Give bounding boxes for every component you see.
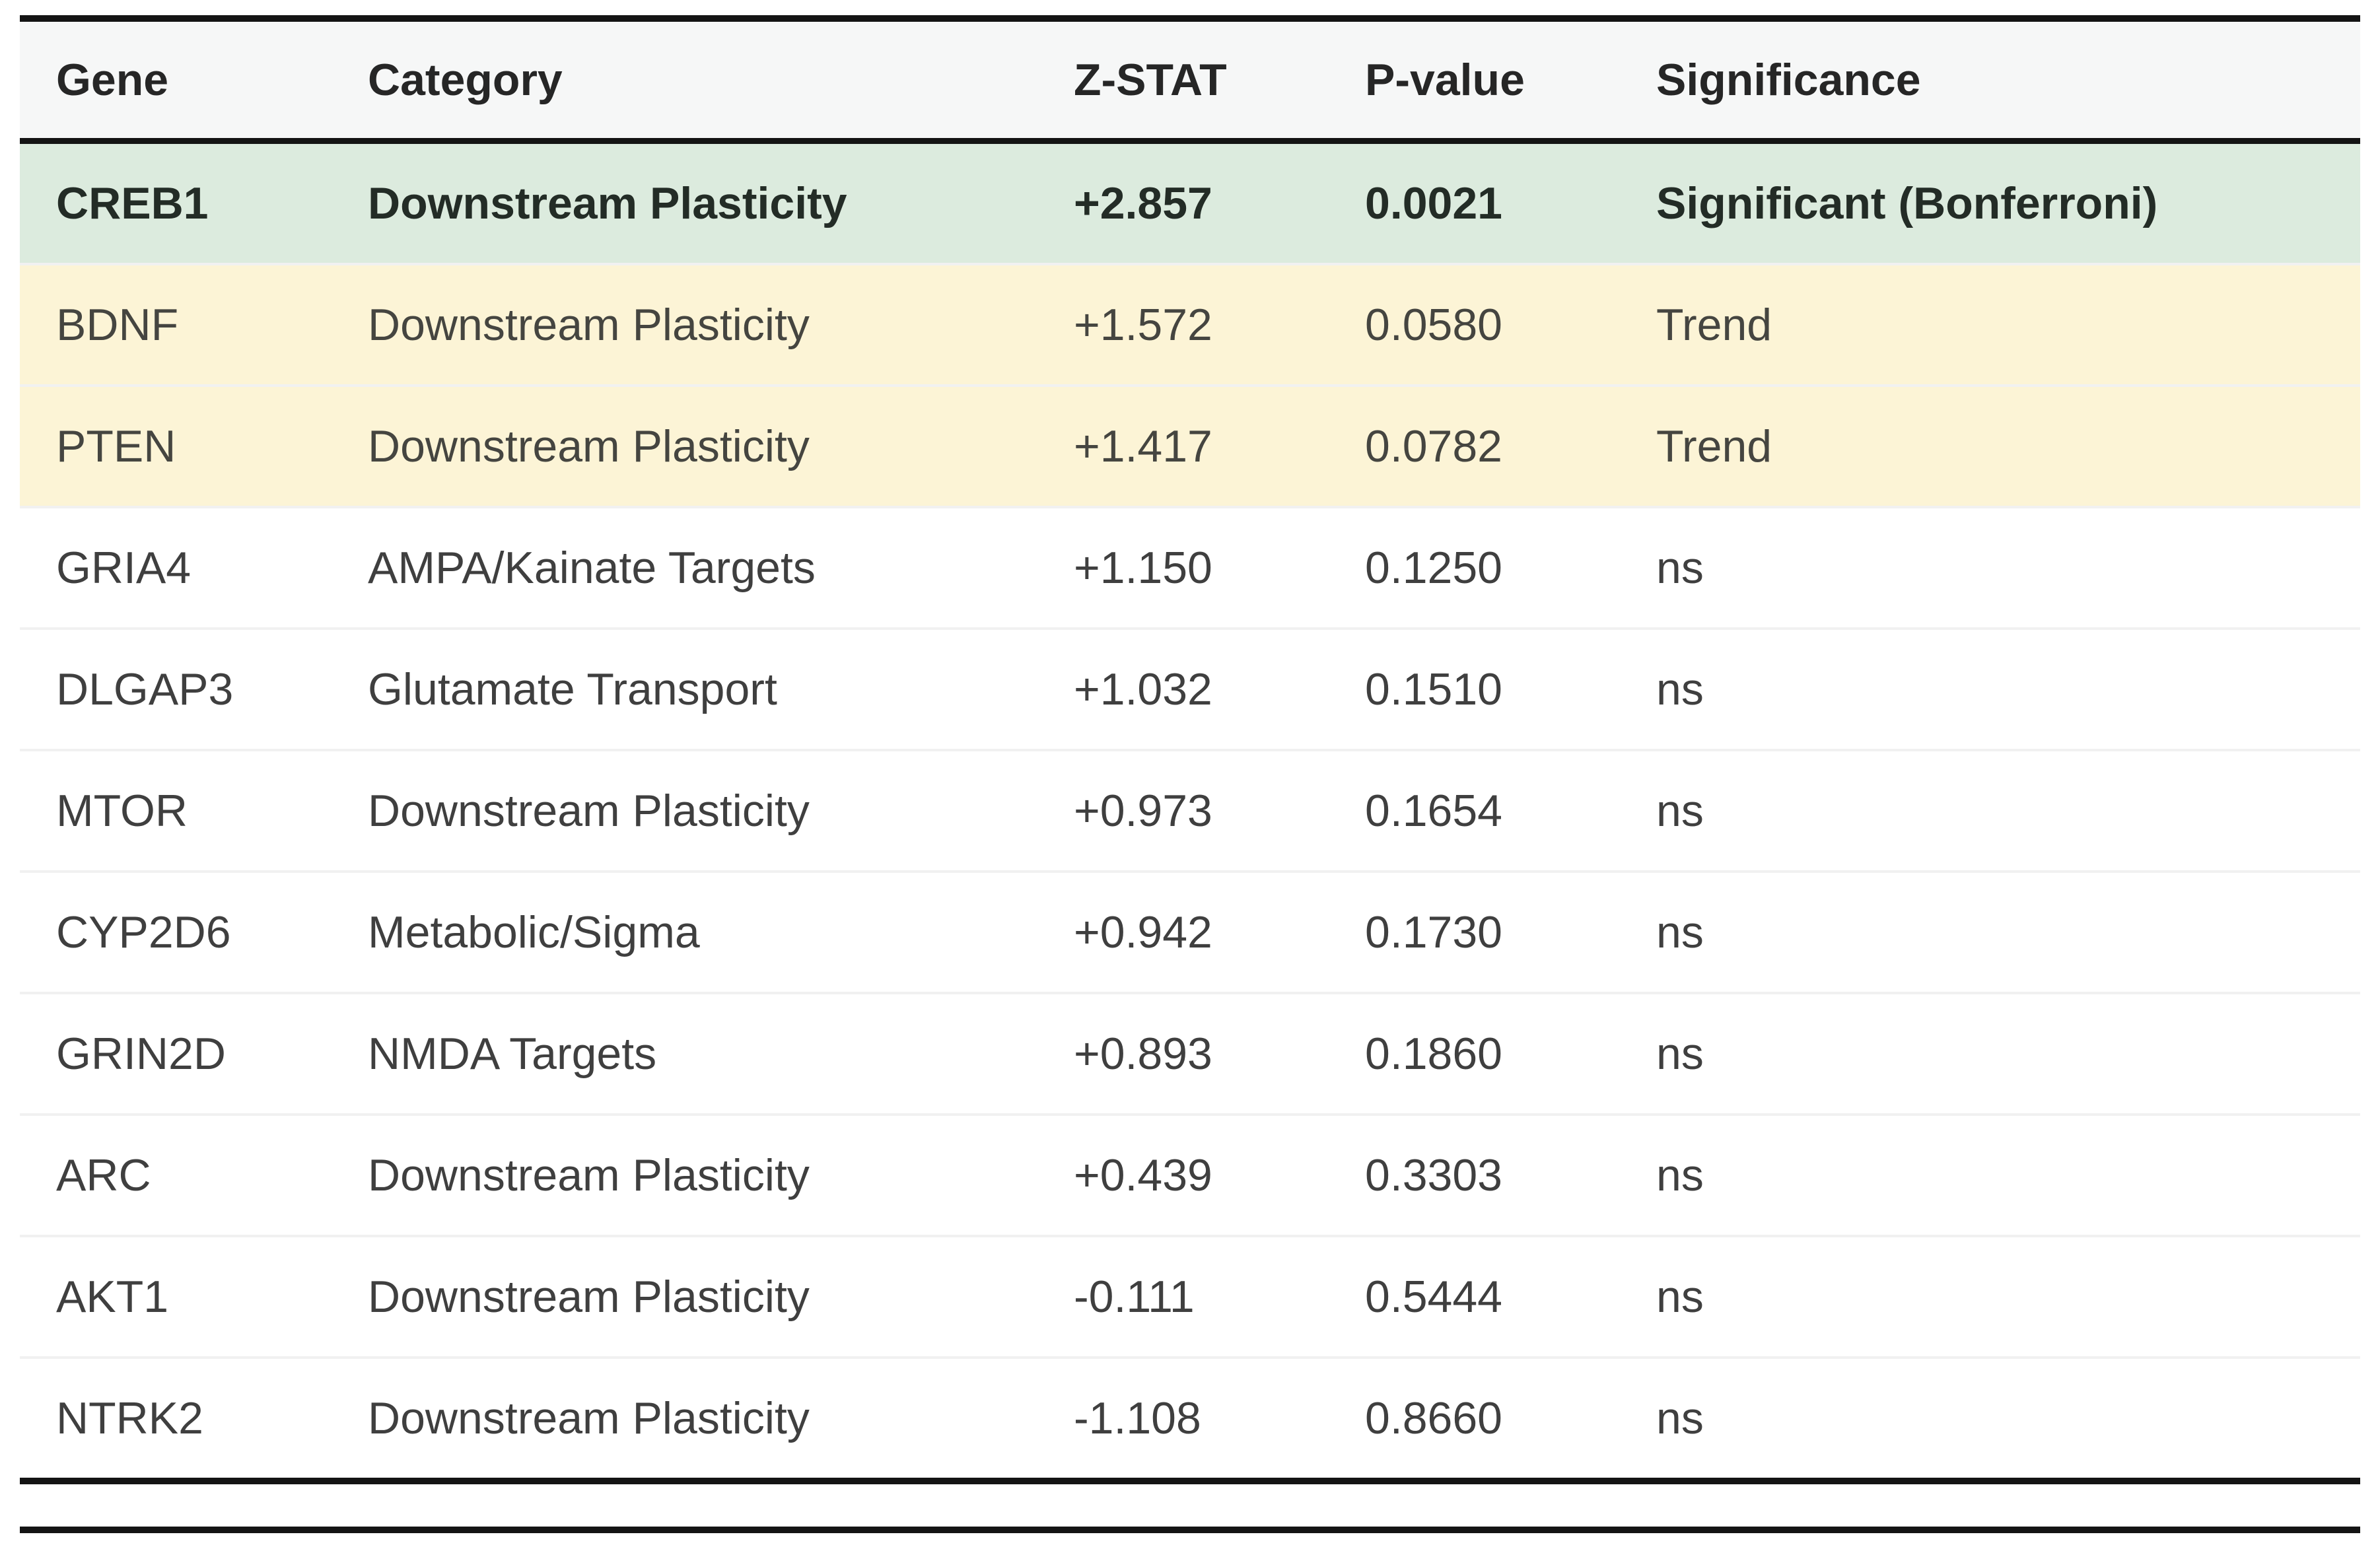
cell-z-stat: +1.032	[1037, 627, 1329, 750]
cell-significance: ns	[1620, 870, 2360, 993]
table-row: AKT1 Downstream Plasticity -0.111 0.5444 ns	[20, 1235, 2360, 1358]
table-row: GRIA4 AMPA/Kainate Targets +1.150 0.1250 ns	[20, 506, 2360, 629]
cell-significance: Trend	[1620, 263, 2360, 386]
cell-z-stat: +1.572	[1037, 263, 1329, 386]
cell-category: Glutamate Transport	[332, 627, 1037, 750]
cell-significance: Significant (Bonferroni)	[1620, 141, 2360, 264]
cell-z-stat: -1.108	[1037, 1356, 1329, 1481]
cell-p-value: 0.1860	[1329, 992, 1620, 1115]
cell-gene: GRIA4	[20, 506, 332, 629]
cell-category: Downstream Plasticity	[332, 749, 1037, 872]
cell-gene: CREB1	[20, 141, 332, 264]
cell-gene: ARC	[20, 1113, 332, 1236]
cell-significance: ns	[1620, 992, 2360, 1115]
cell-p-value: 0.1510	[1329, 627, 1620, 750]
column-header-gene: Gene	[20, 18, 332, 144]
cell-p-value: 0.1730	[1329, 870, 1620, 993]
cell-z-stat: +1.417	[1037, 384, 1329, 507]
cell-p-value: 0.3303	[1329, 1113, 1620, 1236]
cell-significance: Trend	[1620, 384, 2360, 507]
cell-gene: NTRK2	[20, 1356, 332, 1481]
table-row: DLGAP3 Glutamate Transport +1.032 0.1510 ns	[20, 627, 2360, 750]
cell-category: NMDA Targets	[332, 992, 1037, 1115]
cell-z-stat: +0.942	[1037, 870, 1329, 993]
table-row: NTRK2 Downstream Plasticity -1.108 0.8660 ns	[20, 1356, 2360, 1481]
cell-gene: MTOR	[20, 749, 332, 872]
cell-category: AMPA/Kainate Targets	[332, 506, 1037, 629]
cell-z-stat: +0.439	[1037, 1113, 1329, 1236]
cell-significance: ns	[1620, 627, 2360, 750]
cell-significance: ns	[1620, 1235, 2360, 1358]
cell-category: Downstream Plasticity	[332, 384, 1037, 507]
cell-gene: GRIN2D	[20, 992, 332, 1115]
cell-z-stat: +0.893	[1037, 992, 1329, 1115]
cell-category: Downstream Plasticity	[332, 1356, 1037, 1481]
cell-gene: AKT1	[20, 1235, 332, 1358]
table-row: CREB1 Downstream Plasticity +2.857 0.0021 Si…	[20, 141, 2360, 264]
cell-p-value: 0.1250	[1329, 506, 1620, 629]
cell-category: Downstream Plasticity	[332, 141, 1037, 264]
cell-gene: PTEN	[20, 384, 332, 507]
cell-p-value: 0.0021	[1329, 141, 1620, 264]
cell-category: Downstream Plasticity	[332, 263, 1037, 386]
cell-p-value: 0.5444	[1329, 1235, 1620, 1358]
table-row: PTEN Downstream Plasticity +1.417 0.0782 Tre…	[20, 384, 2360, 507]
table-row: MTOR Downstream Plasticity +0.973 0.1654 ns	[20, 749, 2360, 872]
cell-significance: ns	[1620, 1113, 2360, 1236]
table-row: BDNF Downstream Plasticity +1.572 0.0580 Tre…	[20, 263, 2360, 386]
cell-significance: ns	[1620, 506, 2360, 629]
cell-z-stat: +1.150	[1037, 506, 1329, 629]
cell-z-stat: -0.111	[1037, 1235, 1329, 1358]
cell-z-stat: +2.857	[1037, 141, 1329, 264]
cell-significance: ns	[1620, 749, 2360, 872]
column-header-category: Category	[332, 18, 1037, 144]
bottom-rule-gap	[20, 1484, 2360, 1527]
column-header-p-value: P-value	[1329, 18, 1620, 144]
table-header-row: Gene Category Z-STAT P-value Significanc…	[20, 18, 2360, 144]
cell-category: Downstream Plasticity	[332, 1113, 1037, 1236]
cell-significance: ns	[1620, 1356, 2360, 1481]
cell-gene: CYP2D6	[20, 870, 332, 993]
bottom-rule	[20, 1527, 2360, 1533]
column-header-significance: Significance	[1620, 18, 2360, 144]
cell-p-value: 0.8660	[1329, 1356, 1620, 1481]
cell-p-value: 0.0580	[1329, 263, 1620, 386]
cell-gene: DLGAP3	[20, 627, 332, 750]
table-row: ARC Downstream Plasticity +0.439 0.3303 ns	[20, 1113, 2360, 1236]
cell-category: Metabolic/Sigma	[332, 870, 1037, 993]
table-row: GRIN2D NMDA Targets +0.893 0.1860 ns	[20, 992, 2360, 1115]
table-row: CYP2D6 Metabolic/Sigma +0.942 0.1730 ns	[20, 870, 2360, 993]
column-header-z-stat: Z-STAT	[1037, 18, 1329, 144]
table-body: CREB1 Downstream Plasticity +2.857 0.0021 Si…	[20, 141, 2360, 1481]
cell-p-value: 0.0782	[1329, 384, 1620, 507]
cell-z-stat: +0.973	[1037, 749, 1329, 872]
cell-gene: BDNF	[20, 263, 332, 386]
results-table: Gene Category Z-STAT P-value Significanc…	[20, 15, 2360, 1484]
cell-category: Downstream Plasticity	[332, 1235, 1037, 1358]
cell-p-value: 0.1654	[1329, 749, 1620, 872]
